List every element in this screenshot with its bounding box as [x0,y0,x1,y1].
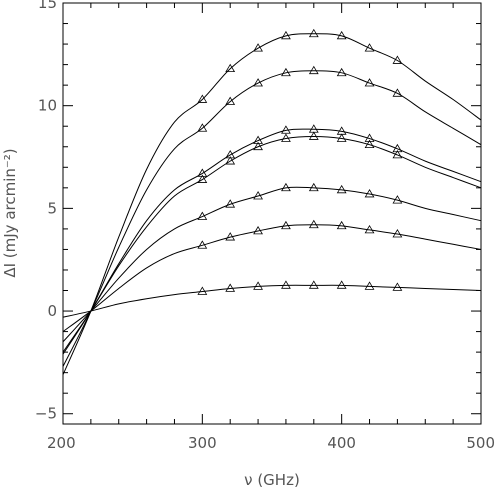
x-tick-label: 400 [327,434,356,452]
y-tick-label: −5 [35,405,57,423]
data-point-marker [225,283,236,292]
data-point-marker [308,28,319,38]
data-point-marker [392,88,403,97]
x-tick-label: 200 [47,434,76,452]
axis-ticks [62,2,482,424]
data-point-marker [364,189,375,198]
data-point-marker [197,94,208,103]
data-point-marker [281,280,291,289]
data-point-marker [197,286,208,295]
data-point-marker [197,211,208,220]
data-point-marker [253,135,263,144]
data-point-marker [336,184,347,194]
data-point-marker [281,133,291,142]
series-line-4 [62,135,482,353]
y-tick-label: 10 [38,97,57,115]
series-line-7 [62,284,482,318]
series-line-3 [62,128,482,355]
series-line-5 [62,186,482,343]
data-point-marker [392,143,403,153]
data-point-marker [225,149,236,159]
data-point-marker [197,174,208,183]
data-point-marker [336,280,347,289]
data-point-marker [336,30,347,40]
data-point-marker [225,232,236,241]
data-point-marker [308,124,319,133]
data-point-marker [364,281,375,290]
data-point-marker [364,43,375,52]
y-tick-label: 15 [38,0,57,12]
y-axis-label: ΔI (mJy arcmin⁻²) [1,148,19,277]
data-point-marker [253,191,263,200]
data-point-marker [253,141,263,151]
data-point-marker [392,55,403,64]
plot-frame [62,2,482,425]
data-point-marker [364,78,375,87]
series-line-2 [62,70,482,367]
x-tick-label: 300 [188,434,217,452]
data-point-marker [392,282,403,291]
y-tick-label: 5 [47,199,57,217]
data-point-marker [336,133,347,142]
data-point-marker [308,131,319,140]
data-point-marker [308,65,319,75]
data-point-marker [281,220,291,230]
data-point-marker [364,224,375,234]
data-point-marker [281,182,291,192]
data-point-marker [364,133,375,142]
data-point-marker [392,195,403,204]
data-point-marker [281,30,291,40]
data-point-marker [336,220,347,230]
data-point-marker [281,67,291,77]
data-point-marker [225,156,236,165]
data-point-marker [253,43,263,52]
data-point-marker [197,168,208,177]
data-point-marker [308,280,319,289]
tick-labels: 200 300 400 500 −5 0 5 10 15 [35,0,495,452]
data-point-marker [364,139,375,149]
data-point-marker [336,67,347,77]
data-point-marker [197,123,208,132]
series-curves [62,33,482,375]
data-point-marker [197,240,208,249]
series-line-6 [62,224,482,332]
data-point-marker [225,199,236,208]
data-point-marker [392,149,403,159]
x-axis-label: ν (GHz) [244,471,300,489]
data-point-marker [392,229,403,238]
data-point-marker [253,281,263,290]
data-point-marker [225,96,236,105]
data-point-marker [281,125,291,134]
series-markers [197,28,403,295]
data-point-marker [225,63,236,73]
y-tick-label: 0 [47,302,57,320]
series-line-1 [62,33,482,375]
data-point-marker [253,225,263,235]
data-point-marker [308,182,319,192]
data-point-marker [253,78,263,87]
data-point-marker [308,219,319,229]
x-tick-label: 500 [466,434,495,452]
